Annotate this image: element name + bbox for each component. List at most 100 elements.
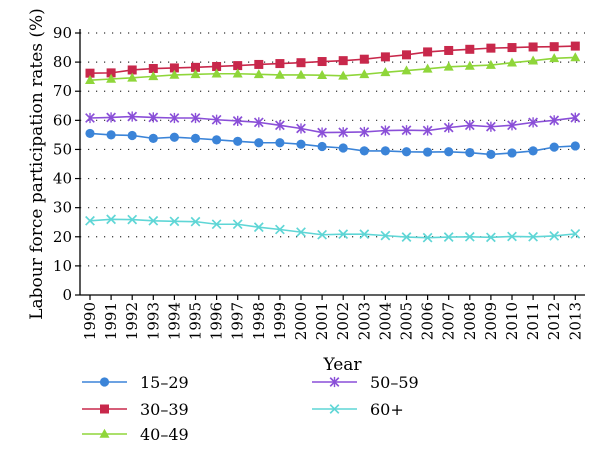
data-point	[465, 148, 475, 158]
y-tick-label: 90	[53, 24, 72, 42]
data-point	[106, 73, 117, 83]
data-point	[317, 229, 328, 240]
marker-stroke	[169, 216, 180, 227]
data-point	[549, 142, 559, 152]
series-1	[85, 41, 580, 78]
marker-stroke	[570, 228, 581, 239]
legend-label: 40–49	[140, 425, 189, 444]
x-tick-label: 2011	[524, 302, 542, 340]
data-point	[127, 214, 138, 225]
legend-item: 15–29	[82, 373, 189, 392]
data-point	[85, 74, 95, 84]
data-point	[317, 70, 328, 80]
x-tick-label: 2013	[566, 302, 584, 340]
data-point	[148, 112, 159, 123]
data-point	[507, 43, 517, 53]
data-point	[423, 147, 433, 157]
data-point	[190, 69, 201, 79]
data-point	[233, 61, 243, 71]
y-tick-label: 80	[53, 53, 72, 71]
x-tick-label: 2006	[419, 302, 437, 340]
data-point	[127, 111, 138, 122]
data-point	[570, 228, 581, 239]
data-point	[528, 42, 538, 52]
y-tick-label: 0	[62, 286, 72, 304]
data-point	[211, 114, 222, 125]
data-point	[169, 216, 180, 227]
legend-label: 60+	[370, 400, 404, 419]
data-point	[106, 130, 116, 140]
data-point	[106, 68, 116, 78]
marker-stroke	[85, 215, 95, 226]
y-tick-label: 60	[53, 111, 72, 129]
legend-marker	[329, 376, 340, 388]
x-tick-label: 1999	[271, 302, 289, 340]
data-point	[338, 70, 349, 80]
marker-stroke	[485, 232, 496, 243]
data-point	[380, 230, 391, 241]
data-point	[359, 229, 370, 240]
data-point	[127, 130, 137, 141]
data-point	[148, 215, 159, 226]
data-point	[401, 147, 412, 157]
data-point	[507, 120, 517, 131]
data-point	[275, 138, 285, 148]
data-point	[528, 231, 539, 242]
data-point	[464, 231, 475, 242]
data-point	[528, 146, 538, 156]
legend-label: 30–39	[140, 400, 189, 419]
data-point	[338, 127, 349, 138]
marker-stroke	[296, 227, 306, 238]
data-point	[85, 112, 95, 124]
marker-stroke	[127, 214, 138, 225]
marker-stroke	[380, 230, 391, 241]
data-point	[169, 63, 179, 73]
data-point	[232, 68, 243, 78]
data-point	[549, 42, 559, 52]
legend-item: 50–59	[312, 373, 419, 392]
data-point	[211, 219, 222, 230]
x-tick-label: 2010	[503, 302, 521, 340]
data-point	[275, 59, 285, 69]
data-point	[190, 133, 201, 143]
data-point	[85, 68, 95, 78]
data-point	[212, 135, 222, 145]
y-tick-label: 20	[53, 228, 72, 246]
x-tick-label: 2003	[355, 302, 373, 340]
x-tick-label: 1991	[102, 302, 120, 340]
data-point	[486, 43, 496, 53]
data-point	[570, 41, 580, 51]
data-point	[253, 69, 264, 79]
data-point	[380, 146, 390, 156]
y-tick-labels: 0 10 20 30 40 50 60 70 80 90	[53, 24, 80, 304]
data-point	[444, 147, 454, 157]
data-point	[296, 123, 306, 134]
legend-item: 60+	[312, 400, 404, 419]
legend-item: 30–39	[82, 400, 189, 419]
marker-stroke	[317, 229, 328, 240]
marker-stroke	[329, 404, 340, 414]
x-tick-label: 1993	[144, 302, 162, 340]
data-point	[190, 112, 201, 124]
data-point	[106, 112, 117, 123]
series-line	[89, 218, 576, 239]
marker-stroke	[549, 231, 560, 241]
data-point	[296, 227, 306, 238]
data-point	[274, 224, 285, 235]
x-tick-label: 2005	[398, 302, 416, 340]
x-tick-label: 2009	[482, 302, 500, 340]
plot-area	[85, 41, 581, 243]
data-point	[401, 232, 412, 242]
data-point	[507, 148, 517, 158]
series-line	[89, 132, 576, 156]
data-point	[296, 139, 306, 149]
data-point	[127, 65, 137, 75]
data-point	[485, 121, 496, 132]
x-tick-label: 2001	[313, 302, 331, 340]
data-point	[359, 126, 370, 138]
marker-stroke	[211, 219, 222, 230]
data-point	[422, 63, 433, 73]
data-point	[190, 216, 201, 227]
data-point	[423, 47, 433, 57]
